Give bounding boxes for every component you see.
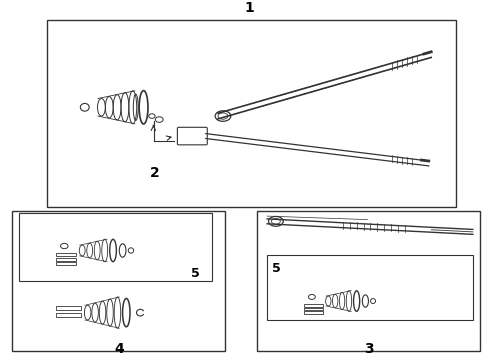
- Text: 3: 3: [364, 342, 373, 356]
- Bar: [12, 211, 225, 351]
- Bar: [47, 19, 456, 207]
- Text: 2: 2: [150, 166, 160, 180]
- Text: 5: 5: [191, 267, 200, 280]
- Bar: [56, 258, 76, 261]
- Text: 5: 5: [272, 262, 281, 275]
- Text: 1: 1: [244, 1, 254, 15]
- Bar: [304, 307, 322, 310]
- Bar: [304, 311, 322, 314]
- Bar: [267, 255, 473, 320]
- Bar: [56, 262, 76, 265]
- Bar: [56, 253, 76, 256]
- Bar: [257, 211, 480, 351]
- Bar: [56, 312, 81, 316]
- Bar: [19, 213, 212, 281]
- Bar: [56, 306, 81, 310]
- Text: 4: 4: [114, 342, 124, 356]
- Bar: [304, 304, 322, 306]
